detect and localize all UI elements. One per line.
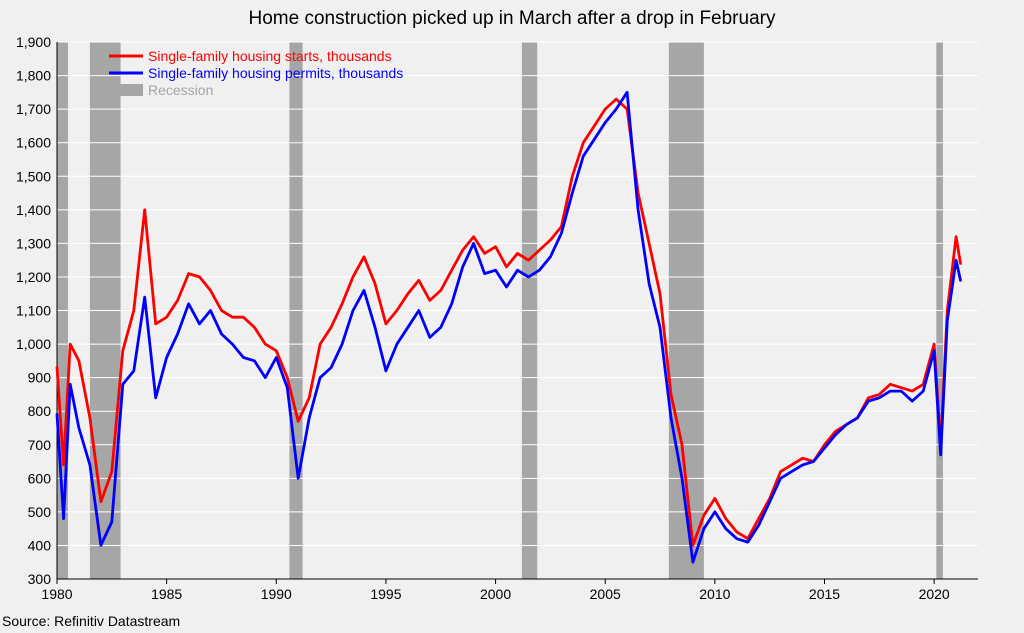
y-tick-label: 500 xyxy=(28,504,52,520)
legend-label: Recession xyxy=(148,82,213,98)
y-tick-label: 1,100 xyxy=(16,303,51,319)
source-note: Source: Refinitiv Datastream xyxy=(2,613,180,629)
y-tick-label: 800 xyxy=(28,403,52,419)
x-tick-label: 2010 xyxy=(699,586,730,602)
y-tick-label: 400 xyxy=(28,537,52,553)
y-tick-label: 900 xyxy=(28,370,52,386)
x-tick-label: 2005 xyxy=(590,586,621,602)
legend-label: Single-family housing permits, thousands xyxy=(148,65,403,81)
y-tick-label: 1,700 xyxy=(16,101,51,117)
y-tick-label: 1,200 xyxy=(16,269,51,285)
y-tick-label: 1,000 xyxy=(16,336,51,352)
y-tick-label: 1,900 xyxy=(16,34,51,50)
x-tick-label: 2020 xyxy=(919,586,950,602)
x-tick-label: 2015 xyxy=(809,586,840,602)
chart-title: Home construction picked up in March aft… xyxy=(249,8,776,29)
legend-label: Single-family housing starts, thousands xyxy=(148,48,392,64)
y-tick-label: 1,500 xyxy=(16,168,51,184)
legend-swatch xyxy=(109,84,143,96)
x-tick-label: 2000 xyxy=(480,586,511,602)
legend: Single-family housing starts, thousandsS… xyxy=(109,48,403,98)
y-tick-label: 300 xyxy=(28,571,52,587)
y-tick-label: 1,600 xyxy=(16,135,51,151)
y-tick-label: 1,400 xyxy=(16,202,51,218)
y-tick-label: 700 xyxy=(28,437,52,453)
x-tick-label: 1980 xyxy=(41,586,72,602)
x-tick-label: 1990 xyxy=(261,586,292,602)
x-tick-label: 1995 xyxy=(370,586,401,602)
y-tick-label: 600 xyxy=(28,470,52,486)
y-tick-label: 1,800 xyxy=(16,68,51,84)
series-line-1 xyxy=(55,97,962,547)
x-tick-label: 1985 xyxy=(151,586,182,602)
series-line-2 xyxy=(55,90,962,564)
y-tick-label: 1,300 xyxy=(16,235,51,251)
plot-area: 300 400 500 600 700 800 900 1,000 1,100 1,200 1,30… xyxy=(16,34,978,602)
